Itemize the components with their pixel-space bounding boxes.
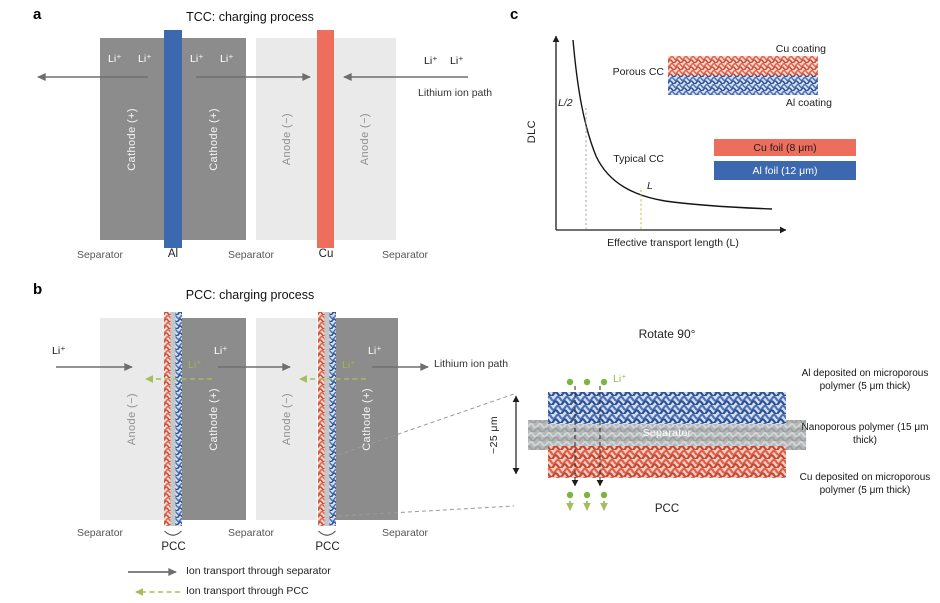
pcc-bar: [318, 312, 336, 526]
pcc-bar: [164, 312, 182, 526]
zoom-connector: [337, 505, 515, 517]
anode-block: Anode (−): [256, 38, 317, 240]
li-dot: [600, 378, 608, 386]
al-foil-bar: [164, 30, 182, 248]
cathode-block: Cathode (+): [100, 38, 164, 240]
pcc-bracket: [164, 530, 182, 536]
separator-band: [528, 420, 806, 450]
cu-layer-band: [548, 446, 786, 478]
zoom-connector: [337, 393, 515, 456]
pcc-bracket: [318, 530, 336, 536]
anode-block: Anode (−): [334, 38, 396, 240]
cathode-block: Cathode (+): [182, 318, 246, 520]
anode-block: Anode (−): [256, 318, 317, 520]
li-dot: [583, 491, 591, 499]
cu-foil-bar: [317, 30, 334, 248]
cathode-block: Cathode (+): [336, 318, 398, 520]
dlc-curve: [572, 39, 773, 210]
cathode-block: Cathode (+): [182, 38, 246, 240]
li-dot: [583, 378, 591, 386]
li-dot: [600, 491, 608, 499]
li-dot: [566, 378, 574, 386]
al-layer-band: [548, 392, 786, 424]
anode-block: Anode (−): [100, 318, 164, 520]
porous-cc-swatch: [668, 56, 818, 95]
li-dot: [566, 491, 574, 499]
